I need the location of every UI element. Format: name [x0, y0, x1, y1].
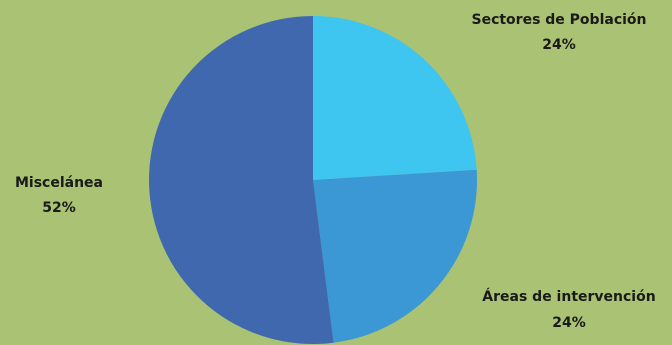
pie-slice — [313, 169, 478, 343]
slice-percent-label: 24% — [552, 315, 586, 331]
pie-slice — [313, 16, 477, 180]
slice-category-label: Sectores de Población — [471, 12, 646, 28]
slice-percent-label: 52% — [42, 200, 76, 216]
slice-percent-label: 24% — [542, 37, 576, 53]
slice-category-label: Áreas de intervención — [482, 288, 655, 305]
pie-slice — [149, 16, 334, 345]
slice-category-label: Miscelánea — [15, 175, 103, 191]
pie-slices — [149, 16, 478, 345]
pie-labels: Sectores de Población 24% Áreas de interve… — [15, 12, 656, 331]
